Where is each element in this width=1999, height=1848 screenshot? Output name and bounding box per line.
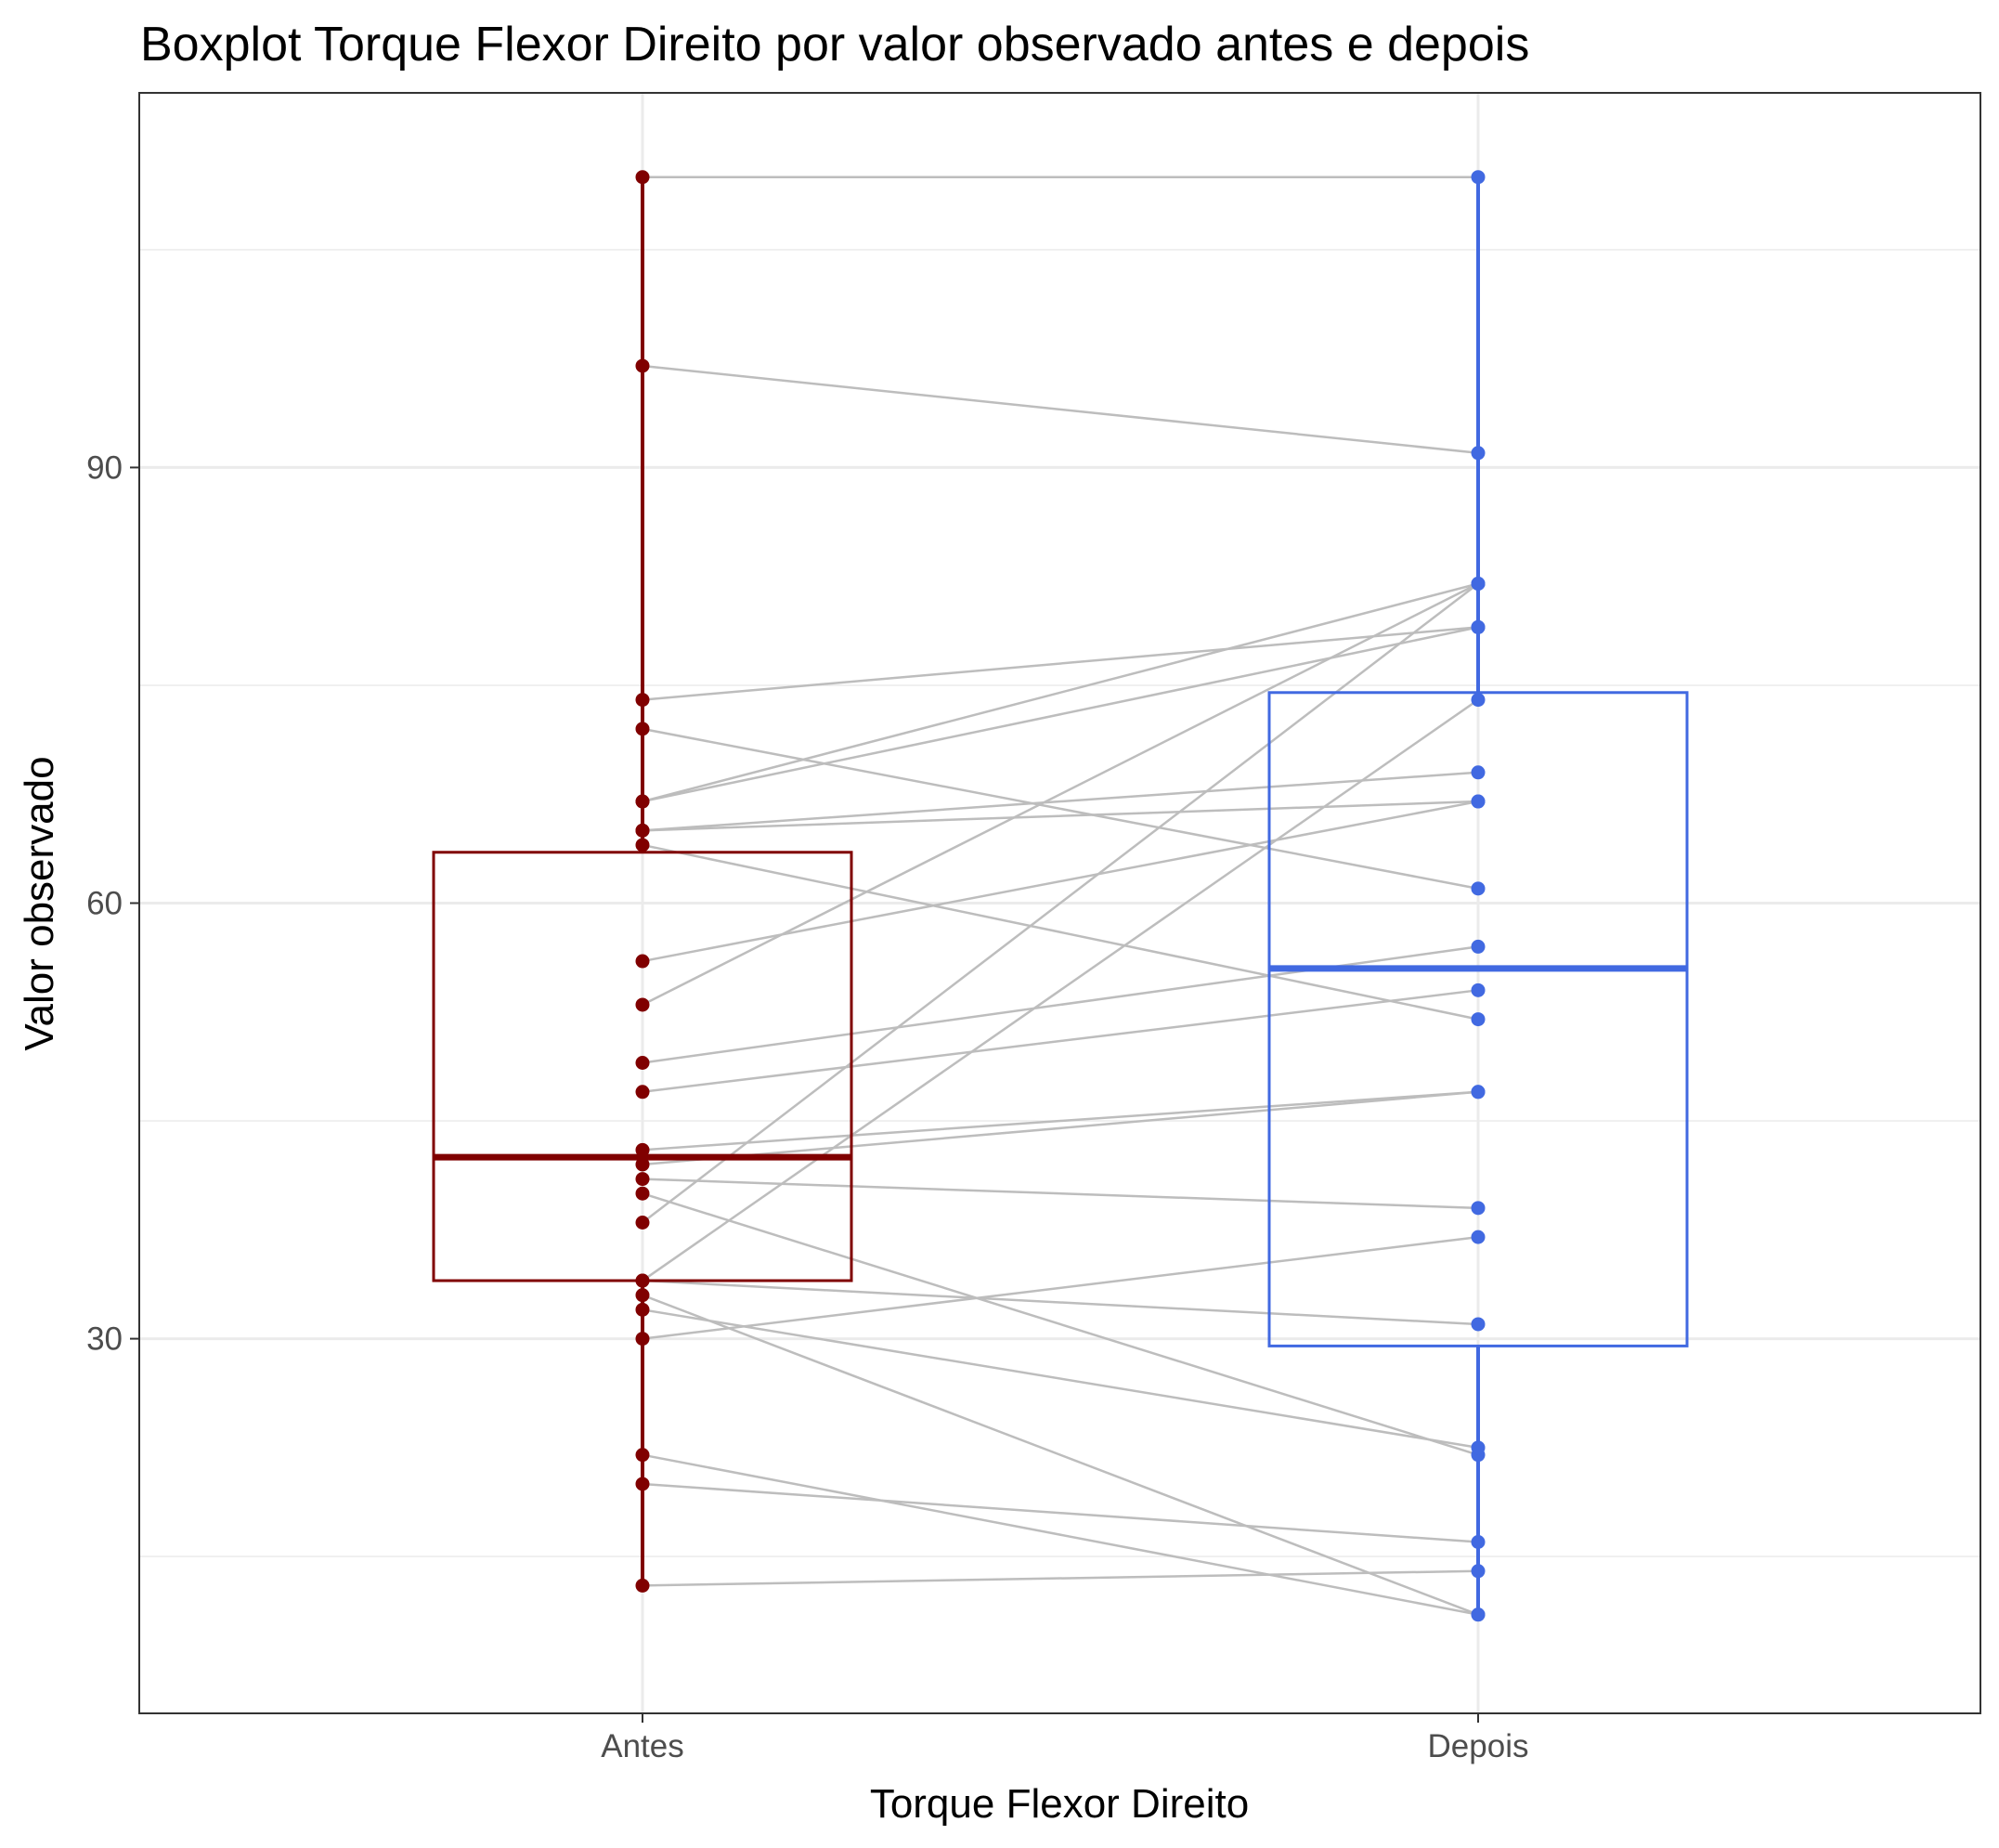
point-antes	[635, 823, 650, 838]
boxplots	[432, 176, 1689, 1615]
pair-line	[642, 800, 1479, 832]
pair-line	[642, 1090, 1479, 1152]
y-axis: 30 60 90	[86, 449, 139, 1358]
point-antes	[635, 1302, 650, 1317]
point-antes	[635, 722, 650, 736]
pair-line	[642, 698, 1479, 1282]
point-depois	[1471, 1317, 1486, 1332]
point-depois	[1471, 1085, 1486, 1100]
pair-line	[642, 1235, 1479, 1340]
y-axis-title: Valor observado	[17, 756, 62, 1050]
point-antes	[635, 1288, 650, 1303]
point-depois	[1471, 170, 1486, 185]
point-depois	[1471, 1607, 1486, 1622]
pair-line	[642, 1482, 1479, 1543]
point-antes	[635, 170, 650, 185]
point-depois	[1471, 939, 1486, 954]
point-depois	[1471, 983, 1486, 997]
pair-line	[642, 582, 1479, 1224]
point-depois	[1471, 577, 1486, 592]
x-axis-title: Torque Flexor Direito	[870, 1781, 1249, 1827]
point-antes	[635, 1448, 650, 1463]
point-antes	[635, 997, 650, 1012]
y-tick-label: 30	[86, 1321, 123, 1358]
chart-title: Boxplot Torque Flexor Direito por valor …	[140, 18, 1529, 72]
point-depois	[1471, 1230, 1486, 1244]
pair-line	[642, 1569, 1479, 1587]
point-antes	[635, 1215, 650, 1230]
pair-line	[642, 989, 1479, 1094]
point-antes	[635, 358, 650, 373]
pair-line	[642, 1090, 1479, 1166]
point-depois	[1471, 765, 1486, 780]
x-tick-label: Depois	[1428, 1728, 1529, 1764]
point-depois	[1471, 881, 1486, 896]
point-antes	[635, 1142, 650, 1157]
point-depois	[1471, 1564, 1486, 1579]
point-depois	[1471, 1440, 1486, 1455]
pair-line	[642, 1294, 1479, 1616]
point-depois	[1471, 1534, 1486, 1549]
pair-line	[642, 1308, 1479, 1450]
pair-line	[642, 727, 1479, 891]
point-depois	[1471, 1012, 1486, 1027]
pair-line	[642, 582, 1479, 1007]
x-axis: Antes Depois	[601, 1713, 1528, 1764]
point-antes	[635, 838, 650, 852]
point-antes	[635, 1172, 650, 1187]
pair-line	[642, 626, 1479, 701]
point-depois	[1471, 693, 1486, 708]
pair-line	[642, 843, 1479, 1021]
data-points	[635, 170, 1486, 1622]
y-tick-label: 60	[86, 886, 123, 922]
point-depois	[1471, 1201, 1486, 1216]
point-antes	[635, 1055, 650, 1070]
pair-line	[642, 1192, 1479, 1456]
point-antes	[635, 1157, 650, 1172]
point-antes	[635, 1477, 650, 1491]
pair-line	[642, 582, 1479, 803]
point-antes	[635, 1085, 650, 1100]
point-depois	[1471, 619, 1486, 634]
point-antes	[635, 954, 650, 969]
pair-line	[642, 1279, 1479, 1326]
pair-line	[642, 626, 1479, 803]
point-antes	[635, 794, 650, 809]
point-antes	[635, 1273, 650, 1288]
point-antes	[635, 1332, 650, 1347]
point-depois	[1471, 794, 1486, 809]
pair-line	[642, 771, 1479, 832]
point-depois	[1471, 446, 1486, 461]
point-antes	[635, 1578, 650, 1593]
point-antes	[635, 693, 650, 708]
pair-line	[642, 364, 1479, 455]
y-tick-label: 90	[86, 449, 123, 486]
box-iqr	[1267, 691, 1689, 1347]
x-tick-label: Antes	[601, 1728, 684, 1764]
pair-line	[642, 1453, 1479, 1616]
point-antes	[635, 1186, 650, 1201]
paired-lines	[642, 176, 1479, 1616]
